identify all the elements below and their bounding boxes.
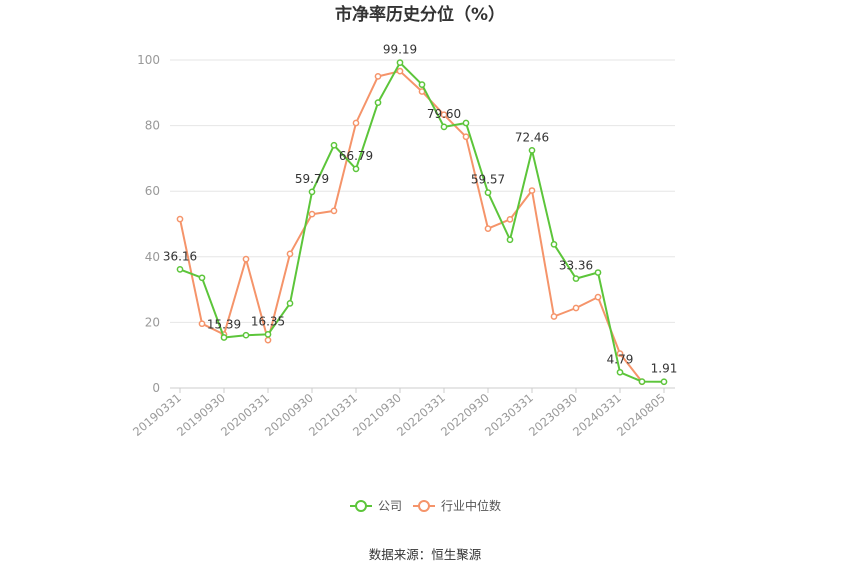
data-label: 15.39 bbox=[207, 318, 241, 332]
data-label: 79.60 bbox=[427, 107, 461, 121]
data-point[interactable] bbox=[594, 269, 602, 276]
data-point[interactable] bbox=[352, 119, 360, 127]
data-point[interactable] bbox=[594, 293, 602, 301]
data-label: 1.91 bbox=[651, 362, 678, 376]
legend-swatch-marker bbox=[418, 500, 430, 512]
data-point[interactable] bbox=[374, 99, 382, 106]
series-line bbox=[179, 61, 665, 383]
data-point[interactable] bbox=[286, 250, 294, 258]
data-point[interactable] bbox=[374, 73, 382, 80]
y-tick-label: 40 bbox=[145, 250, 160, 264]
data-point[interactable] bbox=[176, 266, 184, 273]
data-point[interactable] bbox=[484, 189, 492, 196]
data-point[interactable] bbox=[352, 165, 360, 173]
data-point[interactable] bbox=[528, 187, 536, 194]
y-tick-label: 60 bbox=[145, 184, 160, 198]
data-point[interactable] bbox=[396, 59, 404, 67]
legend-label: 行业中位数 bbox=[441, 498, 501, 513]
data-point[interactable] bbox=[418, 81, 426, 88]
series-layer bbox=[176, 59, 668, 386]
legend-swatch-marker bbox=[355, 500, 367, 512]
data-point[interactable] bbox=[484, 225, 492, 232]
data-label: 99.19 bbox=[383, 43, 417, 57]
series-company bbox=[176, 59, 668, 386]
data-point[interactable] bbox=[572, 304, 580, 312]
data-point[interactable] bbox=[286, 300, 294, 307]
data-point[interactable] bbox=[264, 331, 272, 338]
legend-label: 公司 bbox=[378, 499, 402, 513]
data-point[interactable] bbox=[198, 320, 206, 328]
data-point[interactable] bbox=[462, 119, 470, 127]
legend[interactable]: 公司 行业中位数 bbox=[350, 498, 501, 513]
data-label: 36.16 bbox=[163, 249, 197, 263]
data-point[interactable] bbox=[198, 274, 206, 282]
data-label: 66.79 bbox=[339, 149, 373, 163]
y-axis: 0 20 40 60 80 100 bbox=[137, 53, 160, 395]
legend-item-industry-median[interactable]: 行业中位数 bbox=[413, 498, 501, 513]
series-line bbox=[179, 70, 643, 383]
y-tick-label: 80 bbox=[145, 119, 160, 133]
data-point[interactable] bbox=[506, 236, 514, 244]
data-point[interactable] bbox=[550, 313, 558, 320]
data-point[interactable] bbox=[264, 336, 272, 344]
data-point[interactable] bbox=[396, 67, 404, 75]
y-tick-label: 20 bbox=[145, 315, 160, 329]
data-label: 59.79 bbox=[295, 172, 329, 186]
data-point[interactable] bbox=[330, 141, 338, 149]
chart-title: 市净率历史分位（%） bbox=[335, 4, 505, 25]
grid-lines bbox=[170, 59, 675, 389]
data-labels: 36.16 15.39 16.35 59.79 66.79 99.19 79.60 59.57… bbox=[163, 43, 678, 376]
data-label: 59.57 bbox=[471, 173, 505, 187]
data-point[interactable] bbox=[440, 111, 448, 119]
data-point[interactable] bbox=[330, 207, 338, 215]
data-point[interactable] bbox=[638, 378, 646, 385]
data-point[interactable] bbox=[572, 275, 580, 282]
data-point[interactable] bbox=[242, 255, 250, 263]
data-label: 4.79 bbox=[607, 352, 634, 366]
data-point[interactable] bbox=[660, 378, 668, 386]
y-tick-label: 100 bbox=[137, 53, 160, 67]
x-tick-label: 20240805 bbox=[614, 391, 668, 439]
data-label: 33.36 bbox=[559, 259, 593, 273]
y-tick-label: 0 bbox=[152, 381, 160, 395]
data-label: 16.35 bbox=[251, 314, 285, 328]
data-point[interactable] bbox=[616, 368, 624, 376]
data-point[interactable] bbox=[308, 210, 316, 218]
data-point[interactable] bbox=[462, 133, 470, 141]
data-point[interactable] bbox=[528, 146, 536, 154]
data-point[interactable] bbox=[506, 216, 514, 223]
legend-item-company[interactable]: 公司 bbox=[350, 499, 402, 513]
data-point[interactable] bbox=[616, 350, 624, 357]
data-point[interactable] bbox=[220, 334, 228, 341]
data-point[interactable] bbox=[308, 188, 316, 196]
data-point[interactable] bbox=[176, 215, 184, 223]
data-label: 72.46 bbox=[515, 130, 549, 144]
data-point[interactable] bbox=[550, 240, 558, 248]
data-point[interactable] bbox=[242, 331, 250, 339]
data-point[interactable] bbox=[440, 123, 448, 131]
source-note: 数据来源：恒生聚源 bbox=[369, 547, 482, 562]
x-axis: 2019033120190930202003312020093020210331… bbox=[130, 387, 675, 439]
